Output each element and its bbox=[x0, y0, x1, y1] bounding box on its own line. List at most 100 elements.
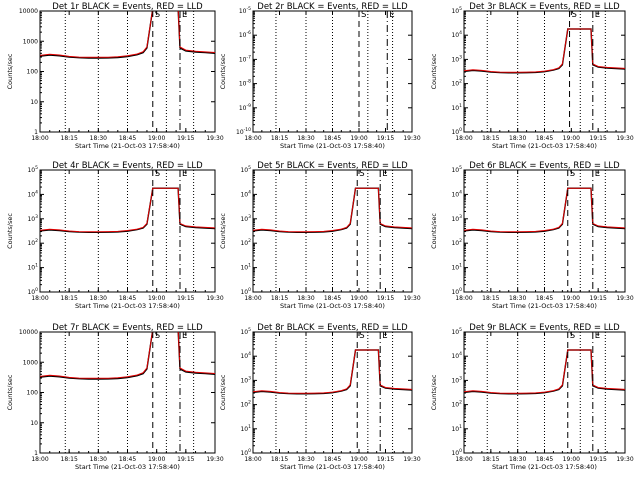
x-tick-label: 18:30 bbox=[297, 135, 314, 142]
x-tick-label: 19:00 bbox=[148, 135, 165, 142]
x-tick-label: 19:15 bbox=[377, 135, 394, 142]
y-tick-label: 1000 bbox=[23, 38, 38, 45]
y-tick-label: 104 bbox=[451, 189, 462, 198]
x-tick-label: 19:30 bbox=[403, 295, 420, 302]
x-tick-label: 18:30 bbox=[90, 456, 107, 463]
x-axis-label: Start Time (21-Oct-03 17:58:40) bbox=[492, 463, 597, 471]
marker-s-label: S bbox=[359, 169, 364, 179]
y-tick-label: 100 bbox=[240, 287, 251, 296]
y-tick-label: 104 bbox=[240, 351, 251, 360]
y-tick-label: 102 bbox=[451, 79, 462, 88]
y-tick-label: 101 bbox=[451, 103, 462, 112]
marker-s-label: S bbox=[359, 331, 364, 341]
series-lld-line bbox=[253, 349, 412, 394]
marker-e-label: E bbox=[382, 169, 387, 179]
y-axis-label: Counts/sec bbox=[430, 53, 438, 89]
x-tick-label: 19:30 bbox=[616, 295, 633, 302]
x-tick-label: 18:45 bbox=[119, 135, 136, 142]
marker-e-label: E bbox=[182, 169, 187, 179]
y-tick-label: 105 bbox=[451, 165, 462, 174]
y-tick-label: 10-8 bbox=[239, 79, 251, 88]
y-tick-label: 101 bbox=[240, 263, 251, 272]
marker-e-label: E bbox=[595, 169, 600, 179]
series-lld-line bbox=[464, 187, 625, 233]
y-tick-label: 10000 bbox=[19, 329, 38, 336]
x-tick-label: 19:00 bbox=[350, 456, 367, 463]
marker-e-label: E bbox=[182, 10, 187, 20]
y-tick-label: 101 bbox=[240, 424, 251, 433]
x-tick-label: 19:15 bbox=[377, 295, 394, 302]
y-tick-label: 100 bbox=[240, 448, 251, 457]
x-tick-label: 19:00 bbox=[350, 135, 367, 142]
marker-e-label: E bbox=[382, 331, 387, 341]
y-tick-label: 10-9 bbox=[239, 103, 251, 112]
panel-title: Det 3r BLACK = Events, RED = LLD bbox=[469, 2, 620, 12]
y-tick-label: 10-6 bbox=[239, 30, 251, 39]
x-tick-label: 19:00 bbox=[563, 295, 580, 302]
x-tick-label: 19:30 bbox=[616, 135, 633, 142]
series-events-line bbox=[464, 187, 625, 234]
y-axis-label: Counts/sec bbox=[219, 374, 227, 410]
x-tick-label: 18:45 bbox=[119, 295, 136, 302]
y-tick-label: 1 bbox=[34, 450, 38, 457]
x-tick-label: 18:00 bbox=[244, 295, 261, 302]
x-tick-label: 19:00 bbox=[563, 135, 580, 142]
y-tick-label: 105 bbox=[240, 165, 251, 174]
x-tick-label: 18:15 bbox=[271, 295, 288, 302]
y-axis-label: Counts/sec bbox=[6, 213, 14, 249]
y-tick-label: 100 bbox=[451, 287, 462, 296]
marker-s-label: S bbox=[361, 10, 366, 20]
y-axis-label: Counts/sec bbox=[430, 213, 438, 249]
x-axis-label: Start Time (21-Oct-03 17:58:40) bbox=[75, 302, 180, 310]
panel-title: Det 9r BLACK = Events, RED = LLD bbox=[469, 323, 620, 333]
x-tick-label: 19:30 bbox=[206, 135, 223, 142]
y-axis-label: Counts/sec bbox=[219, 53, 227, 89]
x-tick-label: 19:30 bbox=[403, 135, 420, 142]
x-tick-label: 19:30 bbox=[206, 295, 223, 302]
y-tick-label: 1 bbox=[34, 129, 38, 136]
y-tick-label: 105 bbox=[240, 327, 251, 336]
x-tick-label: 19:00 bbox=[563, 456, 580, 463]
x-tick-label: 19:15 bbox=[590, 295, 607, 302]
y-tick-label: 10 bbox=[30, 420, 38, 427]
marker-e-label: E bbox=[595, 10, 600, 20]
y-tick-label: 10-7 bbox=[239, 54, 251, 63]
panel-title: Det 8r BLACK = Events, RED = LLD bbox=[257, 323, 408, 333]
x-tick-label: 18:15 bbox=[271, 456, 288, 463]
series-events-line bbox=[464, 349, 625, 395]
y-tick-label: 1000 bbox=[23, 359, 38, 366]
x-tick-label: 18:30 bbox=[297, 295, 314, 302]
x-tick-label: 18:15 bbox=[61, 135, 78, 142]
marker-s-label: S bbox=[570, 331, 575, 341]
y-tick-label: 104 bbox=[27, 189, 38, 198]
y-tick-label: 100 bbox=[451, 127, 462, 136]
x-tick-label: 18:00 bbox=[31, 135, 48, 142]
x-tick-label: 18:15 bbox=[61, 456, 78, 463]
y-tick-label: 103 bbox=[451, 54, 462, 63]
series-events-line bbox=[464, 28, 625, 74]
panel-title: Det 2r BLACK = Events, RED = LLD bbox=[257, 2, 408, 12]
y-tick-label: 102 bbox=[240, 238, 251, 247]
x-tick-label: 18:00 bbox=[244, 135, 261, 142]
x-tick-label: 18:30 bbox=[90, 295, 107, 302]
y-tick-label: 104 bbox=[451, 351, 462, 360]
marker-s-label: S bbox=[155, 10, 160, 20]
series-lld-line bbox=[40, 11, 215, 58]
x-tick-label: 18:45 bbox=[536, 295, 553, 302]
x-tick-label: 19:30 bbox=[206, 456, 223, 463]
x-tick-label: 18:45 bbox=[119, 456, 136, 463]
y-tick-label: 105 bbox=[27, 165, 38, 174]
y-tick-label: 102 bbox=[451, 238, 462, 247]
x-tick-label: 18:15 bbox=[482, 135, 499, 142]
x-axis-label: Start Time (21-Oct-03 17:58:40) bbox=[75, 142, 180, 150]
y-tick-label: 104 bbox=[451, 30, 462, 39]
x-tick-label: 18:45 bbox=[324, 135, 341, 142]
x-axis-label: Start Time (21-Oct-03 17:58:40) bbox=[280, 463, 385, 471]
series-events-line bbox=[253, 349, 412, 395]
x-tick-label: 19:15 bbox=[590, 456, 607, 463]
x-tick-label: 18:30 bbox=[509, 135, 526, 142]
x-tick-label: 18:15 bbox=[482, 295, 499, 302]
